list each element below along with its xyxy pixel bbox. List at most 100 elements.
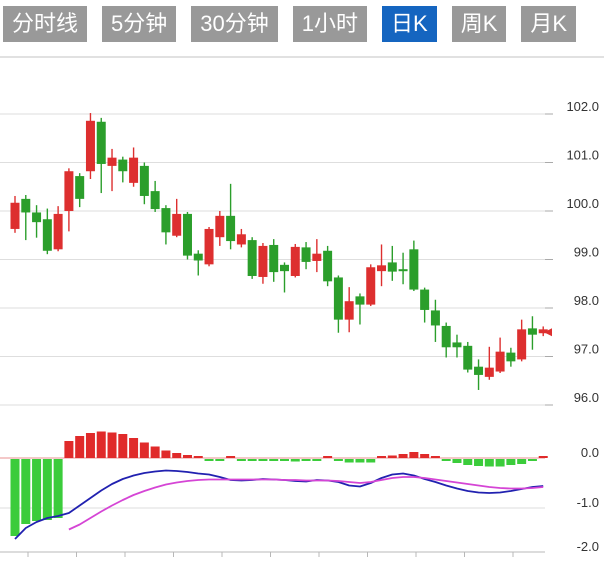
- macd-histogram-bar: [420, 454, 430, 458]
- macd-histogram-bar: [85, 433, 95, 458]
- macd-histogram-bar: [377, 456, 387, 458]
- tab-6-周K[interactable]: 周K: [451, 6, 507, 42]
- tab-2-5分钟[interactable]: 5分钟: [102, 6, 177, 42]
- macd-histogram-bar: [258, 459, 268, 461]
- macd-histogram-bar: [301, 459, 311, 461]
- candle-body: [355, 296, 365, 305]
- candle-body: [420, 289, 430, 310]
- macd-axis-label: 0.0: [581, 445, 599, 460]
- candle-body: [301, 247, 311, 262]
- macd-histogram-bar: [107, 432, 117, 458]
- candle-body: [247, 240, 257, 276]
- candle-body: [64, 171, 74, 211]
- last-price-marker: [544, 328, 552, 337]
- candle-body: [21, 198, 31, 213]
- macd-histogram-bar: [53, 459, 63, 518]
- macd-histogram-bar: [290, 459, 300, 462]
- candle-body: [323, 250, 333, 282]
- macd-histogram-bar: [441, 459, 451, 461]
- macd-histogram-bar: [398, 454, 408, 458]
- candle-body: [495, 351, 505, 372]
- timeframe-tab-bar: 分时线 5分钟 30分钟 1小时 日K 周K 月K: [3, 6, 577, 42]
- macd-histogram-bar: [387, 455, 397, 458]
- macd-histogram-bar: [344, 459, 354, 463]
- candle-body: [366, 267, 376, 305]
- macd-histogram-bar: [193, 456, 203, 458]
- macd-histogram-bar: [538, 456, 548, 458]
- candle-body: [452, 342, 462, 348]
- candle-body: [161, 208, 171, 233]
- macd-histogram-bar: [280, 459, 289, 461]
- macd-histogram-bar: [312, 459, 322, 461]
- candle-body: [182, 213, 192, 256]
- macd-histogram-bar: [495, 459, 505, 467]
- price-axis-label: 100.0: [566, 196, 599, 211]
- candle-body: [538, 329, 548, 334]
- macd-histogram-bar: [96, 431, 106, 458]
- candle-body: [32, 212, 42, 223]
- macd-histogram-bar: [366, 459, 376, 463]
- macd-histogram-bar: [226, 456, 236, 458]
- candle-body: [85, 120, 95, 172]
- macd-histogram-bar: [269, 459, 279, 461]
- macd-histogram-bar: [463, 459, 473, 465]
- macd-histogram-bar: [323, 456, 333, 458]
- candle-body: [204, 228, 214, 265]
- candle-body: [463, 345, 473, 370]
- macd-histogram-bar: [139, 442, 149, 458]
- candle-body: [441, 325, 451, 348]
- macd-histogram-bar: [21, 459, 31, 524]
- macd-histogram-bar: [355, 459, 365, 463]
- candle-body: [527, 328, 537, 335]
- candle-body: [118, 159, 128, 172]
- tab-3-30分钟[interactable]: 30分钟: [191, 6, 278, 42]
- macd-dea-line: [68, 476, 544, 531]
- candle-body: [226, 215, 236, 242]
- candle-body: [10, 202, 20, 229]
- candle-body: [517, 329, 527, 360]
- macd-histogram-bar: [236, 459, 246, 461]
- macd-histogram-bar: [129, 438, 139, 458]
- candle-body: [377, 265, 387, 272]
- price-axis-label: 98.0: [574, 293, 599, 308]
- tab-5-日K[interactable]: 日K: [382, 6, 437, 42]
- price-axis-label: 101.0: [566, 148, 599, 163]
- candle-body: [42, 219, 52, 251]
- candle-body: [398, 269, 408, 272]
- macd-histogram-bar: [506, 459, 516, 465]
- macd-histogram-bar: [474, 459, 484, 466]
- macd-histogram-bar: [204, 459, 214, 461]
- candle-body: [409, 249, 419, 290]
- candle-body: [290, 246, 300, 276]
- macd-histogram-bar: [452, 459, 462, 463]
- candle-body: [53, 213, 63, 250]
- tab-7-月K[interactable]: 月K: [521, 6, 577, 42]
- macd-histogram-bar: [32, 459, 42, 521]
- price-axis-label: 97.0: [574, 342, 599, 357]
- candle-body: [474, 366, 484, 375]
- candle-body: [506, 352, 516, 362]
- macd-histogram-bar: [247, 459, 257, 461]
- candle-body: [269, 244, 279, 273]
- candle-body: [150, 191, 160, 210]
- macd-histogram-bar: [333, 459, 343, 461]
- candle-body: [193, 253, 203, 261]
- macd-histogram-bar: [409, 452, 419, 458]
- candle-body: [312, 253, 322, 261]
- candle-body: [484, 367, 494, 377]
- candle-body: [280, 264, 289, 272]
- macd-histogram-bar: [75, 436, 85, 458]
- macd-histogram-bar: [10, 459, 20, 536]
- candle-body: [129, 157, 139, 183]
- candle-body: [139, 165, 149, 196]
- tab-1-分时线[interactable]: 分时线: [3, 6, 88, 42]
- macd-histogram-bar: [118, 434, 128, 458]
- macd-axis-label: -1.0: [577, 495, 599, 510]
- macd-histogram-bar: [161, 450, 171, 458]
- macd-histogram-bar: [172, 453, 182, 458]
- candle-body: [258, 245, 268, 277]
- tab-4-1小时[interactable]: 1小时: [292, 6, 367, 42]
- macd-histogram-bar: [182, 455, 192, 458]
- macd-histogram-bar: [215, 459, 225, 461]
